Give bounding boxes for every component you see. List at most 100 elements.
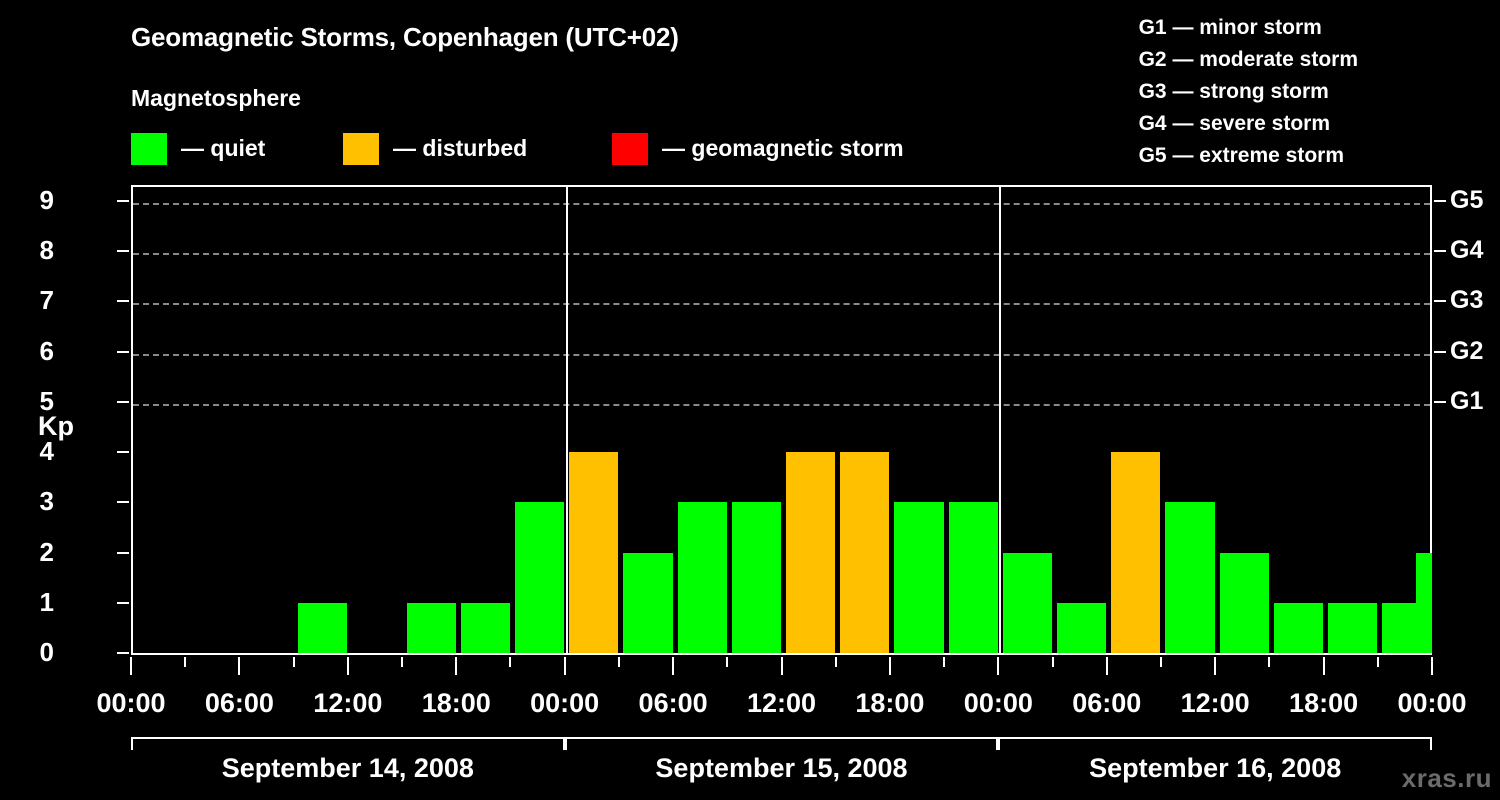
bar	[1002, 552, 1053, 653]
legend-label: — quiet	[181, 134, 266, 161]
g-tick-label-g4: G4	[1450, 236, 1484, 265]
bar-series	[133, 187, 1432, 653]
g-legend-row-g5: G5 — extreme storm	[1138, 144, 1345, 167]
date-label: September 15, 2008	[655, 753, 908, 783]
legend-entry-0: — quiet	[131, 133, 265, 167]
x-tick-label: 00:00	[1397, 688, 1467, 718]
bar	[623, 552, 673, 653]
day-divider-1	[565, 187, 568, 653]
g-legend-row-g3: G3 — strong storm	[1138, 80, 1329, 103]
gridline-kp-7	[133, 303, 1430, 306]
y-tick-mark-0	[117, 652, 129, 654]
x-tick-minor	[1051, 657, 1054, 667]
date-bracket-2	[564, 737, 999, 750]
x-tick-label: 00:00	[96, 688, 166, 718]
bar	[298, 602, 348, 653]
y-tick-label-8: 8	[39, 235, 54, 266]
bar	[948, 502, 998, 653]
x-tick-minor	[509, 657, 512, 667]
bar	[460, 602, 510, 653]
x-tick-major	[997, 657, 1000, 675]
x-tick-label: 00:00	[530, 688, 600, 718]
y-tick-label-4: 4	[39, 436, 54, 467]
x-tick-minor	[401, 657, 404, 667]
y-tick-mark-7	[117, 300, 129, 303]
x-tick-major	[888, 657, 891, 675]
x-tick-minor	[943, 657, 946, 667]
g-legend-row-g2: G2 — moderate storm	[1138, 48, 1358, 71]
bar	[1416, 552, 1432, 653]
y-tick-mark-5	[117, 400, 129, 403]
bar	[1111, 452, 1161, 653]
x-tick-major	[130, 657, 132, 675]
y-tick-mark-1	[117, 601, 129, 604]
y-axis-label: Kp	[38, 411, 74, 441]
y-tick-mark-6	[117, 350, 129, 353]
x-tick-label: 06:00	[638, 688, 708, 718]
x-tick-major	[1322, 657, 1325, 675]
g-tick-label-g2: G2	[1450, 336, 1484, 365]
x-tick-minor	[184, 657, 187, 667]
disturbed-swatch	[343, 133, 379, 165]
y-tick-mark-2	[117, 551, 129, 554]
chart-subtitle: Magnetosphere	[131, 85, 301, 111]
x-tick-major	[1431, 657, 1433, 675]
bar	[1057, 602, 1107, 653]
legend-entry-2: — geomagnetic storm	[612, 133, 904, 167]
bar	[1273, 602, 1324, 653]
g-tick-mark-g3	[1434, 300, 1446, 303]
x-tick-label: 06:00	[1072, 688, 1142, 718]
x-tick-major	[672, 657, 675, 675]
x-tick-major	[1105, 657, 1108, 675]
g-tick-mark-g4	[1434, 250, 1446, 253]
gridline-kp-8	[133, 253, 1430, 256]
g-tick-mark-g5	[1434, 200, 1446, 202]
bar	[1165, 502, 1215, 653]
x-tick-minor	[292, 657, 295, 667]
bar	[894, 502, 944, 653]
bar	[786, 452, 836, 653]
y-tick-label-1: 1	[39, 586, 54, 617]
g-tick-label-g5: G5	[1450, 186, 1484, 214]
g-legend-row-g4: G4 — severe storm	[1138, 112, 1331, 135]
date-label: September 14, 2008	[221, 753, 474, 783]
x-tick-minor	[726, 657, 729, 667]
x-tick-label: 12:00	[746, 688, 817, 718]
x-tick-major	[346, 657, 349, 675]
date-bracket-1	[131, 737, 565, 750]
y-tick-label-6: 6	[39, 335, 54, 366]
legend-label: — disturbed	[393, 134, 528, 161]
watermark: xras.ru	[1401, 763, 1492, 793]
plot-area	[131, 185, 1432, 655]
x-tick-label: 18:00	[421, 688, 491, 718]
x-tick-label: 12:00	[313, 688, 383, 718]
x-tick-label: 18:00	[855, 688, 925, 718]
x-tick-major	[455, 657, 458, 675]
bar	[569, 452, 619, 653]
gridline-kp-5	[133, 403, 1430, 406]
bar	[840, 452, 890, 653]
gridline-kp-6	[133, 353, 1430, 356]
gridline-kp-9	[133, 203, 1430, 205]
y-tick-mark-4	[117, 451, 129, 454]
x-tick-minor	[834, 657, 837, 667]
x-tick-major	[563, 657, 566, 675]
g-tick-mark-g1	[1434, 400, 1446, 403]
x-tick-minor	[1376, 657, 1379, 667]
x-tick-major	[1214, 657, 1217, 675]
day-divider-2	[999, 187, 1002, 653]
date-label: September 16, 2008	[1089, 753, 1342, 783]
x-tick-label: 12:00	[1180, 688, 1250, 718]
x-tick-major	[780, 657, 783, 675]
y-tick-mark-3	[117, 501, 129, 504]
x-tick-label: 18:00	[1289, 688, 1359, 718]
x-tick-minor	[1268, 657, 1271, 667]
y-tick-mark-9	[117, 200, 129, 202]
y-tick-label-2: 2	[39, 536, 54, 567]
g-scale-legend: G1 — minor storm G2 — moderate storm G3 — …	[1139, 12, 1358, 172]
bar	[677, 502, 727, 653]
bar	[1219, 552, 1269, 653]
page-title: Geomagnetic Storms, Copenhagen (UTC+02)	[131, 22, 679, 52]
date-bracket-3	[998, 737, 1432, 750]
bar	[731, 502, 781, 653]
